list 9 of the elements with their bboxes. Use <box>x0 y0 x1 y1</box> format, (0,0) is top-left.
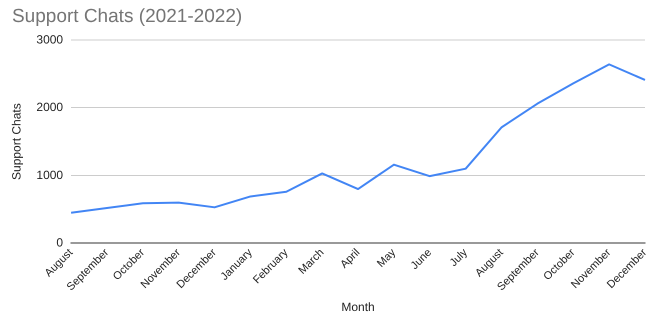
y-tick-label: 3000 <box>36 32 64 46</box>
x-axis-title: Month <box>341 300 375 314</box>
y-tick-label: 1000 <box>36 168 64 182</box>
x-tick-label: July <box>448 246 470 269</box>
y-axis-title: Support Chats <box>10 103 24 180</box>
y-tick-label: 2000 <box>36 100 64 114</box>
y-tick-label: 0 <box>56 236 64 250</box>
x-tick-label: May <box>375 246 399 270</box>
chart-title: Support Chats (2021-2022) <box>12 6 242 28</box>
